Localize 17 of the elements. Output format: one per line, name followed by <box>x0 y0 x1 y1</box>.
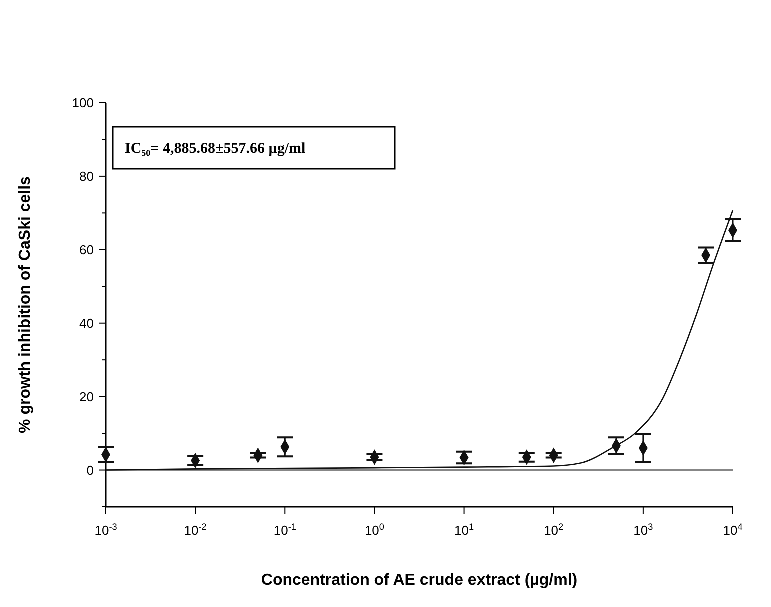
x-axis-title: Concentration of AE crude extract (µg/ml) <box>261 572 578 589</box>
y-tick-label: 20 <box>80 389 94 404</box>
x-tick-label: 10$^{1}$ <box>454 522 474 538</box>
x-tick-label: 10$^{3}$ <box>634 522 654 538</box>
x-tick-label: 10$^{4}$ <box>723 522 743 538</box>
x-tick-label: 10$^{-2}$ <box>184 522 207 538</box>
annotation: IC₅₀= 4,885.68±557.66 µg/ml <box>125 141 306 157</box>
y-tick-label: 40 <box>80 316 94 331</box>
x-tick-label: 10$^{0}$ <box>364 522 384 538</box>
y-tick-label: 0 <box>86 462 94 478</box>
x-tick-label: 10$^{-3}$ <box>94 522 118 538</box>
y-tick-label: 100 <box>72 96 94 111</box>
y-axis-title: % growth inhibition of CaSki cells <box>17 176 34 434</box>
y-tick-label: 60 <box>80 242 94 258</box>
x-tick-label: 10$^{-1}$ <box>274 522 296 538</box>
x-tick-label: 10$^{2}$ <box>544 522 564 538</box>
y-tick-label: 80 <box>80 169 94 184</box>
